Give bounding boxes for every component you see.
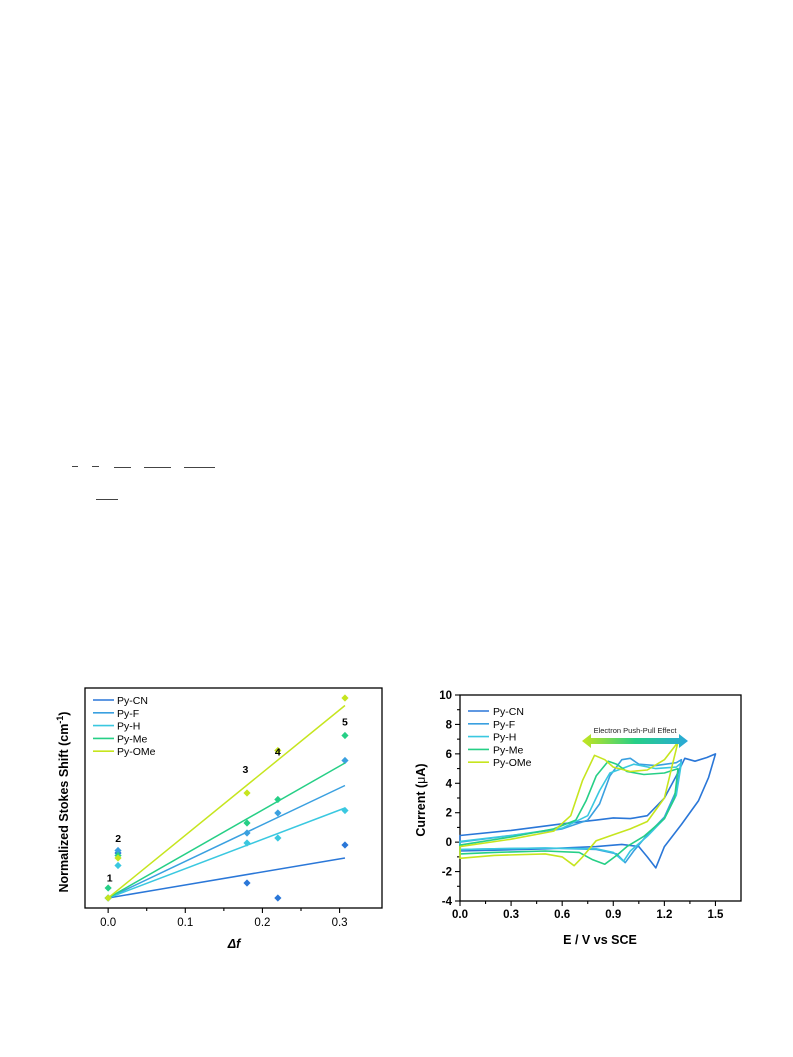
fit-line-py-cn <box>108 857 346 899</box>
point-number-label: 4 <box>275 747 281 759</box>
data-point-py-f <box>243 829 251 837</box>
data-point-py-h <box>114 861 122 870</box>
data-point-py-cn <box>341 841 349 849</box>
x-axis-label: Δf <box>227 937 242 951</box>
x-tick-label: 0.0 <box>100 917 116 929</box>
x-tick-label: 0.1 <box>177 917 193 929</box>
data-point-py-me <box>104 884 112 892</box>
point-number-label: 2 <box>115 833 121 845</box>
data-point-py-cn <box>243 879 251 887</box>
page-rule-mark <box>72 466 78 467</box>
data-point-py-h <box>274 834 282 842</box>
data-point-py-f <box>341 756 349 765</box>
legend-label: Py-CN <box>117 695 148 707</box>
data-point-py-ome <box>243 789 251 797</box>
legend-label: Py-F <box>117 708 139 720</box>
page-rule-mark <box>144 467 171 468</box>
fit-line-py-h <box>107 807 346 899</box>
data-point-py-ome <box>114 854 122 862</box>
legend-label: Py-H <box>117 721 140 733</box>
page-rule-mark <box>96 499 118 500</box>
data-point-py-me <box>341 731 349 740</box>
point-number-label: 3 <box>243 764 249 776</box>
page-rule-mark <box>184 467 215 468</box>
point-number-label: 5 <box>342 717 348 729</box>
y-axis-label: Normalized Stokes Shift (cm-1) <box>55 712 71 893</box>
x-tick-label: 0.3 <box>332 917 348 929</box>
data-point-py-cn <box>274 894 282 902</box>
fit-line-py-me <box>107 762 346 899</box>
data-point-py-ome <box>274 746 282 755</box>
fit-line-py-ome <box>107 704 346 899</box>
point-number-label: 1 <box>107 873 113 885</box>
data-point-py-f <box>114 846 122 855</box>
legend-label: Py-OMe <box>117 746 156 758</box>
data-point-py-ome <box>341 694 349 702</box>
data-point-py-me <box>274 795 282 804</box>
data-point-py-h <box>243 839 251 847</box>
fit-line-py-f <box>107 784 346 899</box>
plot-frame <box>84 687 383 909</box>
page-rule-mark <box>92 466 99 467</box>
data-point-py-f <box>274 809 282 817</box>
data-point-py-h <box>341 806 349 815</box>
x-tick-label: 0.2 <box>254 917 270 929</box>
data-point-py-me <box>243 819 251 827</box>
legend-label: Py-Me <box>117 733 147 745</box>
page-rule-mark <box>114 467 131 468</box>
data-point-py-ome <box>104 894 112 902</box>
